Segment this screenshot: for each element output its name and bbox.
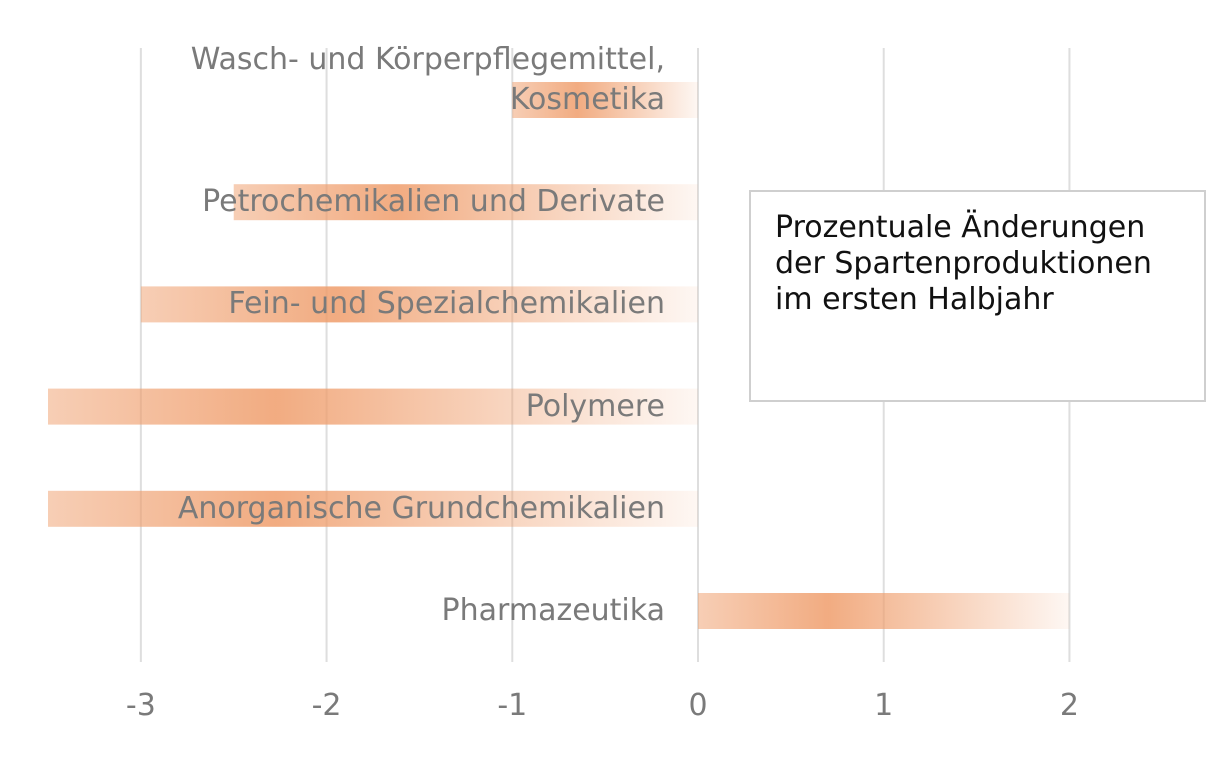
x-tick-label: -2 xyxy=(311,688,342,723)
y-tick-label: Petrochemikalien und Derivate xyxy=(202,184,665,220)
x-tick-label: 2 xyxy=(1059,688,1079,723)
x-tick-label: 1 xyxy=(874,688,894,723)
bar xyxy=(48,490,698,527)
bar xyxy=(233,184,698,221)
chart-title: Prozentuale Änderungen der Spartenproduk… xyxy=(749,190,1206,402)
y-tick-label: Polymere xyxy=(525,388,665,424)
y-tick-label: Pharmazeutika xyxy=(441,593,665,628)
bar xyxy=(48,388,698,425)
bar xyxy=(140,286,698,323)
y-tick-label: Wasch- und Körperpflegemittel, Kosmetika xyxy=(190,42,665,117)
x-tick-label: -1 xyxy=(497,688,528,723)
bar xyxy=(512,82,698,118)
y-tick-label: Fein- und Spezialchemikalien xyxy=(228,286,665,322)
x-tick-label: 0 xyxy=(688,688,708,723)
bar xyxy=(698,593,1070,629)
x-tick-label: -3 xyxy=(125,688,156,723)
y-tick-label: Anorganische Grundchemikalien xyxy=(177,490,665,526)
